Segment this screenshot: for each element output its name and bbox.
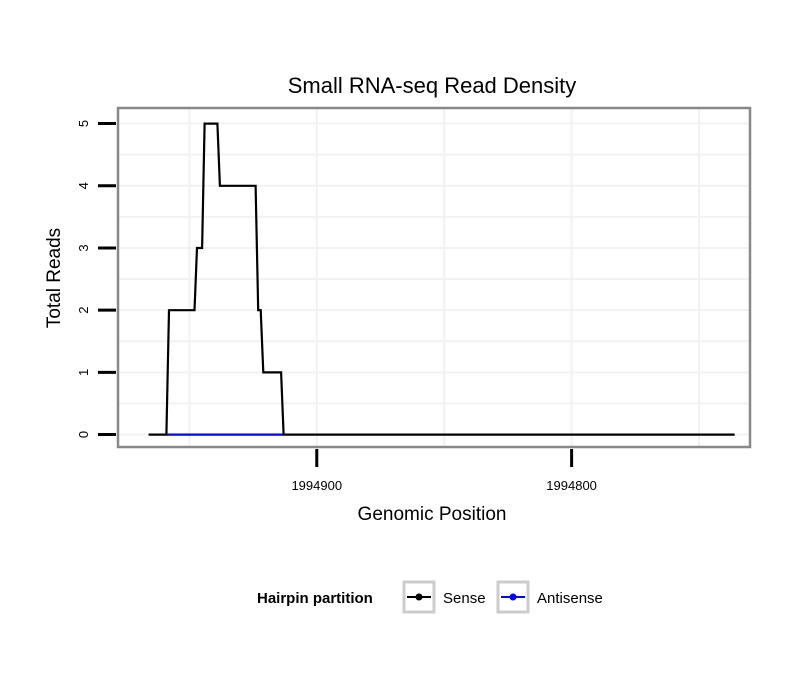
legend-key-antisense-point xyxy=(509,593,517,601)
legend: Hairpin partition Sense Antisense xyxy=(257,580,603,614)
chart-title: Small RNA-seq Read Density xyxy=(288,73,577,98)
legend-title: Hairpin partition xyxy=(257,590,373,607)
series-lines xyxy=(148,122,735,436)
y-tick-label: 1 xyxy=(76,369,91,376)
y-tick-label: 2 xyxy=(76,307,91,314)
x-tick-label: 1994800 xyxy=(546,478,597,493)
y-tick-label: 3 xyxy=(76,244,91,251)
legend-label-antisense: Antisense xyxy=(537,590,603,607)
y-tick-label: 0 xyxy=(76,431,91,438)
series-line-sense xyxy=(148,122,735,436)
grid xyxy=(118,108,750,447)
axis-ticks: 0 1 2 3 4 5 1994900 1994800 xyxy=(76,120,597,493)
x-axis-label: Genomic Position xyxy=(358,504,507,525)
legend-key-sense-point xyxy=(415,593,423,601)
y-tick-label: 4 xyxy=(76,182,91,189)
y-tick-label: 5 xyxy=(76,120,91,127)
x-tick-label: 1994900 xyxy=(291,478,342,493)
legend-label-sense: Sense xyxy=(443,590,486,607)
y-axis-label: Total Reads xyxy=(44,228,65,328)
plot-panel-border xyxy=(116,106,752,449)
